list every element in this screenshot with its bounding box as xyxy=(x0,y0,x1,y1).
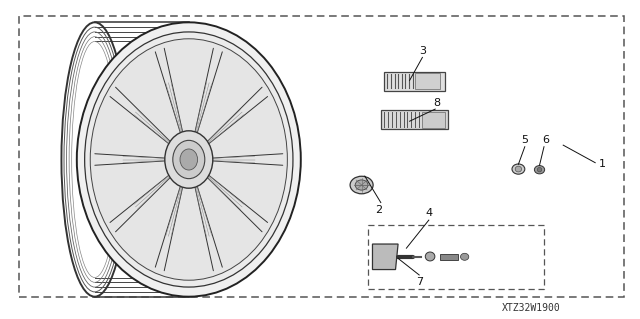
Ellipse shape xyxy=(512,164,525,174)
Text: 1: 1 xyxy=(598,159,605,169)
Bar xyxy=(381,110,448,129)
Text: 7: 7 xyxy=(415,277,423,287)
Text: 8: 8 xyxy=(433,98,441,108)
Ellipse shape xyxy=(461,253,468,260)
Polygon shape xyxy=(372,244,398,270)
Ellipse shape xyxy=(90,39,287,280)
Text: XTZ32W1900: XTZ32W1900 xyxy=(502,303,561,313)
Text: 2: 2 xyxy=(375,205,383,215)
Ellipse shape xyxy=(538,167,541,172)
Bar xyxy=(368,225,544,289)
Ellipse shape xyxy=(180,149,198,170)
Text: 4: 4 xyxy=(425,208,433,218)
Ellipse shape xyxy=(350,176,373,194)
Ellipse shape xyxy=(534,166,545,174)
Ellipse shape xyxy=(355,180,368,190)
Ellipse shape xyxy=(165,131,212,188)
Text: 3: 3 xyxy=(419,46,426,56)
Bar xyxy=(415,73,440,89)
Ellipse shape xyxy=(425,252,435,261)
Text: 6: 6 xyxy=(543,135,549,145)
Bar xyxy=(422,112,445,128)
Ellipse shape xyxy=(173,140,205,179)
Ellipse shape xyxy=(77,22,301,297)
Ellipse shape xyxy=(515,166,522,172)
Bar xyxy=(384,72,445,91)
Bar xyxy=(440,254,458,260)
Bar xyxy=(19,16,624,297)
Text: 5: 5 xyxy=(522,135,528,145)
Ellipse shape xyxy=(84,32,293,287)
